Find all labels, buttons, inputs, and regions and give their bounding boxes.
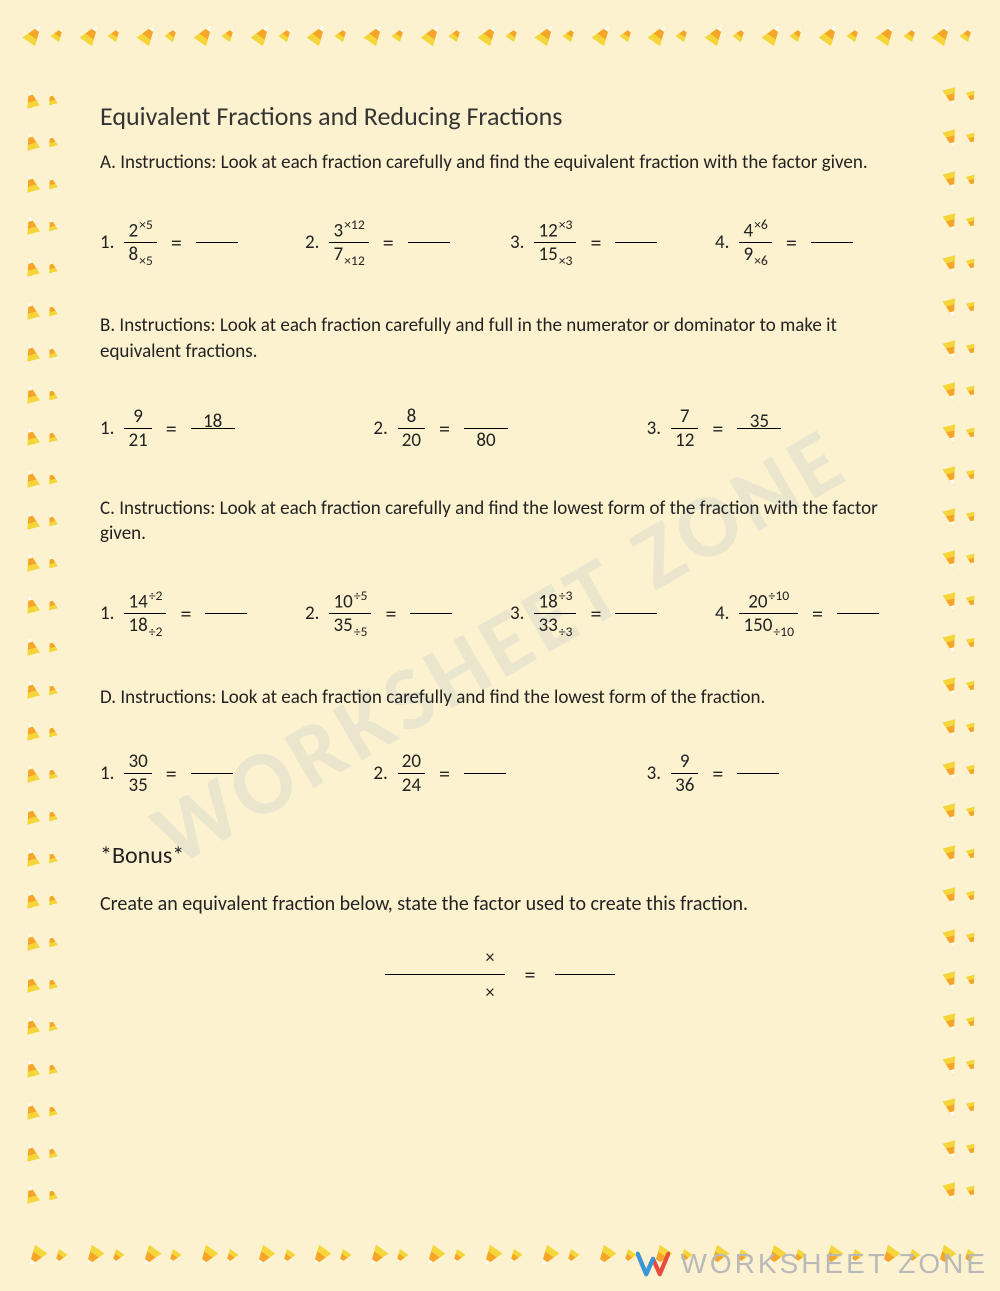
problem: 1. 3035 = (100, 750, 353, 797)
equals-sign: = (590, 229, 601, 256)
bonus-title: *Bonus* (100, 841, 900, 870)
problem-number: 3. (647, 417, 661, 440)
problem: 2. 3×127×12 = (305, 216, 490, 270)
problem-number: 3. (510, 602, 524, 625)
problem: 2. 10÷535÷5 = (305, 587, 490, 641)
equals-sign: = (166, 760, 177, 787)
section-a-instructions: A. Instructions: Look at each fraction c… (100, 150, 900, 176)
fraction-bar (385, 974, 505, 975)
problem-number: 2. (373, 417, 387, 440)
problem: 3. 936 = (647, 750, 900, 797)
problem-number: 2. (305, 602, 319, 625)
problem-number: 3. (510, 231, 524, 254)
problem-number: 1. (100, 602, 114, 625)
answer-fraction[interactable]: 80 (464, 410, 508, 447)
section-d-row: 1. 3035 = 2. 2024 = 3. 936 = (100, 750, 900, 797)
equals-sign: = (439, 760, 450, 787)
answer-blank[interactable] (811, 242, 853, 243)
answer-blank[interactable] (205, 613, 247, 614)
section-c-row: 1. 14÷218÷2 = 2. 10÷535÷5 = 3. 18÷333÷3 = 4. 20÷10… (100, 587, 900, 641)
answer-blank[interactable] (615, 613, 657, 614)
bonus-denominator-op: × (395, 981, 495, 1003)
fraction: 20÷10150÷10 (739, 587, 798, 641)
answer-blank[interactable] (408, 242, 450, 243)
fraction: 2024 (398, 750, 425, 797)
problem-number: 4. (715, 602, 729, 625)
fraction: 12×315×3 (534, 216, 576, 270)
brand-footer: WORKSHEET ZONE (636, 1247, 988, 1281)
answer-blank[interactable] (410, 613, 452, 614)
fraction: 2×58×5 (124, 216, 156, 270)
problem-number: 1. (100, 417, 114, 440)
problem-number: 2. (373, 762, 387, 785)
bonus-fraction-left: × × (385, 946, 505, 1003)
answer-blank[interactable] (464, 773, 506, 774)
problem: 1. 2×58×5 = (100, 216, 285, 270)
fraction: 820 (398, 405, 425, 452)
brand-logo-icon (636, 1247, 670, 1281)
page-title: Equivalent Fractions and Reducing Fracti… (100, 100, 900, 132)
bonus-equation: × × = (100, 946, 900, 1003)
problem: 3. 18÷333÷3 = (510, 587, 695, 641)
problem: 3. 712 = 35 (647, 405, 900, 452)
equals-sign: = (166, 415, 177, 442)
equals-sign: = (590, 600, 601, 627)
answer-blank[interactable] (615, 242, 657, 243)
equals-sign: = (383, 229, 394, 256)
bonus-text: Create an equivalent fraction below, sta… (100, 892, 900, 916)
fraction: 14÷218÷2 (124, 587, 166, 641)
section-c-instructions: C. Instructions: Look at each fraction c… (100, 496, 900, 547)
border-right (940, 80, 980, 1211)
brand-text: WORKSHEET ZONE (680, 1248, 988, 1280)
fraction: 4×69×6 (739, 216, 771, 270)
section-a-row: 1. 2×58×5 = 2. 3×127×12 = 3. 12×315×3 = 4. 4×69×6 = (100, 216, 900, 270)
equals-sign: = (385, 600, 396, 627)
equals-sign: = (439, 415, 450, 442)
fraction: 921 (124, 405, 151, 452)
answer-fraction[interactable]: 18 (191, 410, 235, 447)
problem: 4. 20÷10150÷10 = (715, 587, 900, 641)
problem: 4. 4×69×6 = (715, 216, 900, 270)
answer-blank[interactable] (837, 613, 879, 614)
fraction: 936 (671, 750, 698, 797)
answer-blank[interactable] (196, 242, 238, 243)
fraction: 10÷535÷5 (329, 587, 371, 641)
fraction: 712 (671, 405, 698, 452)
answer-fraction[interactable]: 35 (737, 410, 781, 447)
problem-number: 4. (715, 231, 729, 254)
problem-number: 3. (647, 762, 661, 785)
answer-blank[interactable] (737, 773, 779, 774)
fraction: 18÷333÷3 (534, 587, 576, 641)
problem: 2. 820 = 80 (373, 405, 626, 452)
bonus-numerator-op: × (395, 946, 495, 968)
equals-sign: = (712, 415, 723, 442)
border-left (20, 80, 60, 1211)
problem: 1. 14÷218÷2 = (100, 587, 285, 641)
section-b-row: 1. 921 = 18 2. 820 = 80 3. 712 = 35 (100, 405, 900, 452)
equals-sign: = (812, 600, 823, 627)
equals-sign: = (712, 760, 723, 787)
worksheet-content: Equivalent Fractions and Reducing Fracti… (100, 100, 900, 1231)
problem-number: 1. (100, 231, 114, 254)
problem: 3. 12×315×3 = (510, 216, 695, 270)
border-top (20, 20, 980, 46)
equals-sign: = (525, 961, 536, 988)
equals-sign: = (171, 229, 182, 256)
equals-sign: = (786, 229, 797, 256)
equals-sign: = (180, 600, 191, 627)
problem-number: 2. (305, 231, 319, 254)
bonus-answer-blank[interactable] (555, 974, 615, 975)
problem: 2. 2024 = (373, 750, 626, 797)
problem-number: 1. (100, 762, 114, 785)
fraction: 3035 (124, 750, 151, 797)
fraction: 3×127×12 (329, 216, 368, 270)
answer-blank[interactable] (191, 773, 233, 774)
section-d-instructions: D. Instructions: Look at each fraction c… (100, 685, 900, 711)
problem: 1. 921 = 18 (100, 405, 353, 452)
section-b-instructions: B. Instructions: Look at each fraction c… (100, 313, 900, 364)
